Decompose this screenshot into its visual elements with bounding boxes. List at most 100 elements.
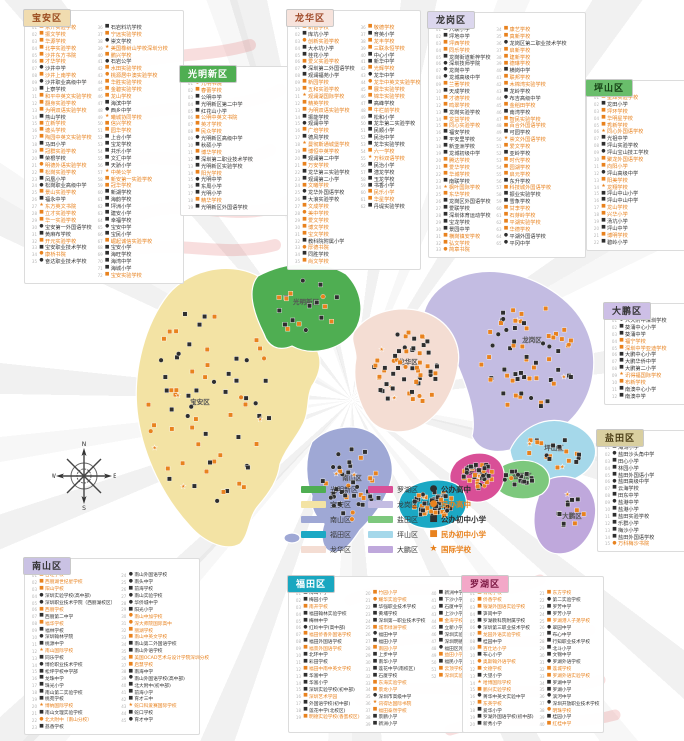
legend-district-item: 福田区 (301, 529, 358, 540)
school-name: 梅园小学 (309, 598, 328, 604)
legend-district-item: 龙华区 (301, 544, 358, 555)
school-name: 塘头学校 (45, 128, 66, 135)
public-school-square-marker (182, 311, 188, 317)
private-school-square-marker (510, 378, 516, 384)
school-name: 葵涌中心小学 (625, 324, 657, 331)
school-entry: 41 ● 石岩公学 (95, 58, 168, 66)
school-name: 龙华中学 (373, 73, 395, 80)
school-entry: 45 ■ 金稻田学校 (494, 102, 567, 109)
public-school-square-icon: ■ (546, 645, 552, 651)
school-entry: 29 ■ 北斗小学 (537, 645, 600, 652)
public-school-square-marker (503, 472, 509, 478)
school-entry: 03 ■ 坪环学校 (591, 108, 649, 115)
public-highschool-circle-marker (185, 413, 191, 419)
school-entry: 06 ■ 公明中英文书院 (185, 114, 253, 122)
entry-number: 32 (31, 238, 37, 244)
school-entry: 52 ■ 民治中学 (358, 134, 421, 141)
private-school-square-icon: ■ (195, 148, 200, 154)
international-school-star-marker: ★ (527, 440, 533, 448)
school-name: 南山中英文学校 (134, 635, 168, 641)
public-school-square-marker (282, 322, 288, 327)
public-school-square-marker (191, 483, 197, 489)
entry-number: 08 (187, 129, 193, 135)
entry-number: 08 (593, 143, 599, 149)
public-school-square-icon: ■ (104, 210, 110, 216)
public-highschool-circle-icon: ● (128, 599, 133, 605)
entry-number: 13 (31, 655, 37, 661)
school-name: 景园中学 (449, 226, 470, 233)
private-school-square-icon: ■ (104, 120, 110, 126)
school-entry: 34 ■ 南山第二外国语学校 (118, 641, 209, 648)
private-school-square-icon: ■ (546, 672, 552, 678)
school-name: 光明新区实验学校 (201, 163, 243, 170)
school-entry: 02 ■ 春蕾学校 (185, 87, 253, 94)
public-highschool-circle-icon: ● (372, 631, 378, 637)
school-entry: 32 ■ 开元实验学校 (29, 238, 92, 245)
district-shape-futian (398, 479, 467, 529)
school-name: 万科双语学校 (373, 155, 405, 162)
international-school-star-icon: ★ (503, 136, 509, 142)
school-name: 书香小学 (373, 183, 395, 190)
entry-number: 42 (97, 66, 103, 72)
public-school-square-icon: ■ (503, 129, 509, 135)
public-school-square-marker (524, 471, 530, 477)
school-entry: 39 ● 南山外国语学校(高中部) (118, 675, 209, 682)
public-school-square-marker (511, 339, 517, 344)
entry-number: 47 (496, 116, 502, 122)
entry-number: 11 (31, 93, 37, 99)
school-entry: 41 ■ 前海小学 (118, 689, 209, 696)
public-school-square-icon: ■ (302, 237, 307, 243)
school-entry: 22 ■ 松岗实验学校 (29, 169, 92, 176)
public-school-square-marker (263, 378, 269, 384)
school-entry: 07 ■ 西丽第二中学 (29, 613, 115, 620)
school-entry: 37 ● 深圳开放职业技术学校 (537, 700, 599, 707)
entry-number: 07 (593, 136, 599, 142)
entry-number: 20 (294, 155, 300, 161)
school-name: 龙华第二实验学校 (373, 121, 416, 128)
school-entry: 27 ■ 福田小学 (363, 638, 426, 645)
entry-number: 02 (31, 31, 37, 37)
public-school-square-marker (307, 303, 312, 309)
school-entry: 36 ● 龙岗区第二职业技术学校 (494, 40, 566, 47)
public-school-square-icon: ■ (104, 251, 110, 257)
public-school-square-icon: ■ (128, 689, 134, 695)
school-name: 坪山高级中学 (607, 170, 639, 177)
legend-district-label: 坪山区 (397, 530, 418, 539)
school-name: 万科梅沙书院 (618, 541, 650, 548)
public-highschool-circle-marker (300, 278, 306, 284)
school-name: 育才中学 (134, 718, 154, 724)
school-name: 东升实验学校 (45, 24, 77, 31)
private-school-square-icon: ■ (443, 101, 448, 107)
private-school-square-icon: ■ (503, 101, 509, 107)
public-school-square-marker (445, 504, 451, 509)
public-school-square-icon: ■ (503, 177, 509, 183)
entry-number: 11 (469, 659, 475, 665)
entry-number: 17 (435, 137, 441, 143)
private-school-square-icon: ■ (39, 210, 44, 216)
school-name: 福田翰林实验学校 (309, 612, 347, 618)
school-name: 梅山中学 (309, 591, 328, 597)
public-school-square-marker (334, 294, 340, 300)
entry-number: 28 (435, 212, 441, 218)
school-name: 西乡中学 (110, 107, 132, 114)
private-school-square-icon: ■ (477, 686, 482, 692)
school-name: 东华学校 (449, 192, 470, 199)
entry-number: 35 (31, 259, 37, 265)
private-school-square-icon: ■ (503, 212, 509, 218)
public-school-square-icon: ■ (39, 709, 44, 715)
school-entry: 57 ■ 潜龙学校 (358, 169, 421, 176)
public-school-square-marker (435, 494, 441, 500)
public-school-square-icon: ■ (612, 457, 617, 463)
school-entry: 19 ■ 龙城初级中学 (433, 150, 491, 157)
school-name: 公明中英文书院 (201, 115, 238, 122)
school-entry: 11 ■ 盐田实验学校 (602, 513, 654, 520)
school-name: 阳光学校 (201, 170, 222, 177)
school-name: 牛栏前学校 (373, 107, 400, 114)
private-school-square-marker (193, 416, 199, 422)
entry-number: 52 (431, 673, 437, 679)
school-name: 龙岗实验学校 (449, 109, 481, 116)
school-entry: 44 ■ 金海学校 (428, 618, 491, 625)
public-school-square-icon: ■ (104, 141, 110, 147)
public-highschool-circle-icon: ● (503, 239, 509, 245)
school-name: 龙岗街道新梓学校 (449, 54, 491, 61)
